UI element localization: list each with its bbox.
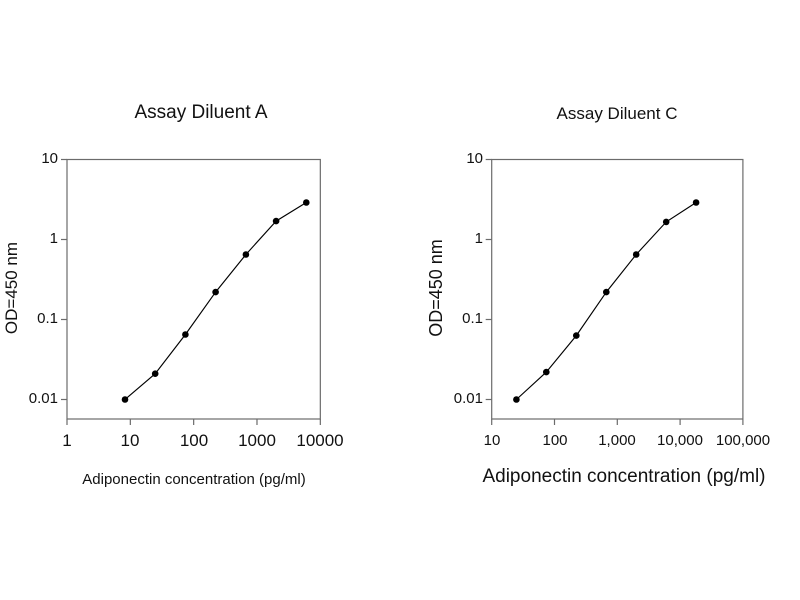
- chart-a-y-tick-label: 10: [41, 150, 58, 167]
- chart-a-y-tick-label: 0.01: [28, 390, 58, 407]
- plot-frame: [66, 158, 321, 420]
- chart-c-title: Assay Diluent C: [556, 104, 678, 123]
- data-point-marker: [513, 396, 520, 403]
- chart-a-x-tick-label: 10000: [296, 431, 344, 450]
- chart-c-y-tick-label: 10: [466, 150, 483, 167]
- data-point-marker: [182, 331, 189, 338]
- data-point-marker: [662, 218, 670, 226]
- data-point-marker: [212, 288, 219, 296]
- data-point-marker: [303, 199, 310, 206]
- chart-c-x-tick-label: 100: [542, 432, 568, 449]
- data-point-marker: [632, 251, 640, 258]
- chart-c-x-tick-label: 100,000: [715, 432, 771, 449]
- data-point-marker: [151, 370, 159, 378]
- standard-curve-line: [124, 202, 307, 400]
- data-point-marker: [692, 199, 700, 206]
- chart-c-y-tick-label: 0.1: [462, 310, 483, 327]
- standard-curve-line: [516, 202, 697, 400]
- chart-a-x-tick-label: 1000: [238, 431, 276, 450]
- chart-a-x-axis-label: Adiponectin concentration (pg/ml): [82, 471, 306, 488]
- chart-a-y-tick-label: 0.1: [37, 310, 58, 327]
- chart-a-x-tick-label: 100: [179, 431, 209, 450]
- chart-a-y-tick-label: 1: [49, 230, 58, 247]
- chart-a-x-tick-label: 1: [62, 431, 72, 450]
- chart-c-y-tick-label: 0.01: [453, 390, 483, 407]
- data-point-marker: [121, 396, 129, 403]
- data-point-marker: [573, 332, 580, 339]
- chart-a-title: Assay Diluent A: [134, 102, 268, 123]
- data-point-marker: [603, 288, 610, 296]
- plot-frame: [491, 158, 744, 420]
- chart-c-y-tick-label: 1: [474, 230, 483, 247]
- chart-a-x-tick-label: 10: [120, 431, 140, 450]
- chart-c-x-axis-label: Adiponectin concentration (pg/ml): [482, 466, 766, 487]
- data-point-marker: [543, 368, 550, 376]
- data-point-marker: [272, 217, 280, 225]
- chart-c-x-tick-label: 10,000: [657, 432, 703, 449]
- data-point-marker: [242, 251, 250, 258]
- chart-c-x-tick-label: 10: [483, 432, 501, 449]
- chart-c-x-tick-label: 1,000: [598, 432, 636, 449]
